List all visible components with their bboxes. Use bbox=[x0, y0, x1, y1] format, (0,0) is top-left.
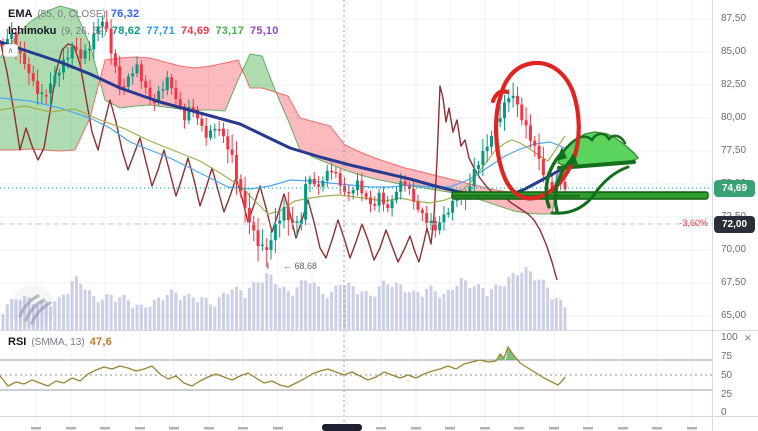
ema-params: (55, 0, CLOSE) bbox=[37, 8, 106, 20]
time-tick-label-stub bbox=[376, 427, 386, 430]
ichimoku-value: 75,10 bbox=[250, 25, 279, 37]
time-tick-label-stub bbox=[135, 427, 145, 430]
legend-ichimoku[interactable]: Ichimoku (9, 26, 52) 78,62 77,71 74,69 73,1… bbox=[8, 25, 279, 37]
time-tick-label-stub bbox=[238, 427, 248, 430]
time-tick-label-stub bbox=[549, 427, 559, 430]
rsi-scale-label: 25 bbox=[721, 389, 733, 400]
price-scale-separator bbox=[712, 0, 713, 431]
price-scale-label: 67,50 bbox=[721, 277, 747, 288]
price-scale-label: 87,50 bbox=[721, 13, 747, 24]
time-tick-label-stub bbox=[618, 427, 628, 430]
time-tick-label-stub bbox=[411, 427, 421, 430]
ichimoku-params: (9, 26, 52) bbox=[61, 25, 107, 37]
rsi-scale-label: 50 bbox=[721, 370, 733, 381]
time-tick-label-stub bbox=[100, 427, 110, 430]
rsi-name: RSI bbox=[8, 336, 27, 348]
price-scale-label: 80,00 bbox=[721, 112, 747, 123]
time-tick-label-stub bbox=[445, 427, 455, 430]
rsi-scale-label: 75 bbox=[721, 351, 733, 362]
compare-symbol-line bbox=[0, 39, 558, 281]
time-tick-label-stub bbox=[583, 427, 593, 430]
time-tick-label-stub bbox=[66, 427, 76, 430]
time-tick-label-stub bbox=[169, 427, 179, 430]
time-tick-label-stub bbox=[273, 427, 283, 430]
price-scale-label: 65,00 bbox=[721, 310, 747, 321]
crosshair-date-badge bbox=[322, 424, 362, 431]
rsi-params: (SMMA, 13) bbox=[31, 336, 85, 348]
ichimoku-values: 78,62 77,71 74,69 73,17 75,10 bbox=[112, 25, 279, 37]
ichimoku-value: 77,71 bbox=[146, 25, 175, 37]
broker-watermark bbox=[11, 285, 55, 329]
legend-collapse-button[interactable]: ∧ bbox=[3, 44, 18, 57]
time-tick-label-stub bbox=[687, 427, 697, 430]
rsi-line bbox=[0, 346, 566, 388]
pane-separator-rsi-timeaxis bbox=[0, 416, 758, 417]
drawn-red-circle bbox=[494, 60, 581, 201]
ema-value: 76,32 bbox=[110, 8, 140, 20]
time-tick-label-stub bbox=[514, 427, 524, 430]
rsi-value: 47,6 bbox=[89, 336, 112, 348]
legend-rsi[interactable]: RSI (SMMA, 13) 47,6 bbox=[8, 336, 112, 348]
price-scale-label: 70,00 bbox=[721, 244, 747, 255]
price-scale-label: 85,00 bbox=[721, 46, 747, 57]
ema-name: EMA bbox=[8, 8, 33, 20]
legend-ema[interactable]: EMA (55, 0, CLOSE) 76,32 bbox=[8, 8, 139, 20]
time-tick-label-stub bbox=[480, 427, 490, 430]
time-tick-label-stub bbox=[31, 427, 41, 430]
ichimoku-name: Ichimoku bbox=[8, 25, 57, 37]
percent-change-label: -3,60% bbox=[679, 218, 708, 228]
ichimoku-value: 78,62 bbox=[111, 25, 141, 37]
time-tick-label-stub bbox=[204, 427, 214, 430]
rsi-scale-label: 0 bbox=[721, 407, 727, 418]
price-scale-label: 77,50 bbox=[721, 145, 747, 156]
ichimoku-value: 73,17 bbox=[215, 25, 245, 37]
crosshair-price-badge: 72,00 bbox=[714, 215, 755, 233]
ichimoku-value: 74,69 bbox=[180, 25, 210, 37]
time-tick-label-stub bbox=[652, 427, 662, 430]
rsi-scale-label: 100 bbox=[721, 332, 738, 343]
price-scale-label: 82,50 bbox=[721, 79, 747, 90]
pane-separator-main-rsi[interactable] bbox=[0, 330, 758, 331]
last-price-badge: 74,69 bbox=[714, 179, 755, 197]
rsi-close-icon[interactable]: ✕ bbox=[744, 333, 752, 343]
low-price-label: ← 68,68 bbox=[283, 261, 318, 271]
